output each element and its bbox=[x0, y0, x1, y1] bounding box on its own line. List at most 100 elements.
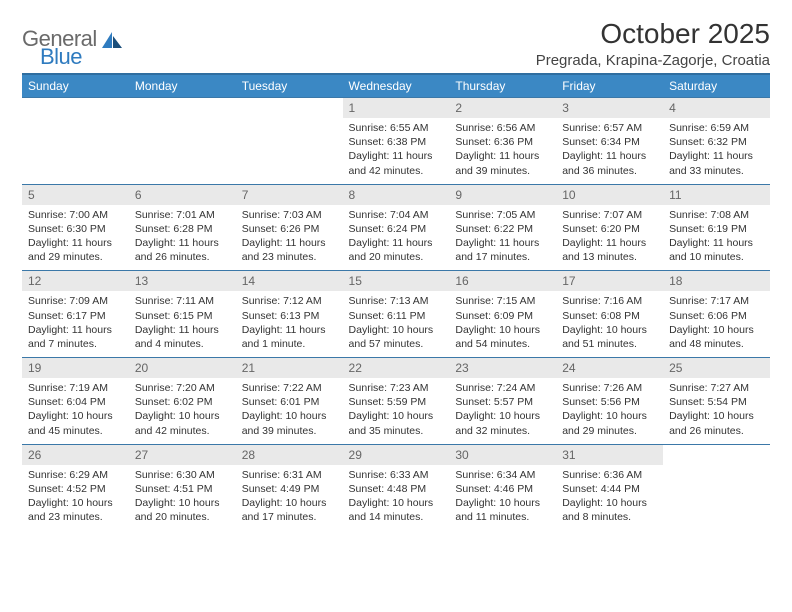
day-body-cell: Sunrise: 7:15 AMSunset: 6:09 PMDaylight:… bbox=[449, 291, 556, 357]
sunrise-text: Sunrise: 7:07 AM bbox=[562, 208, 657, 222]
day-body-cell: Sunrise: 7:22 AMSunset: 6:01 PMDaylight:… bbox=[236, 378, 343, 444]
day-number-cell bbox=[236, 98, 343, 119]
daylight-text: Daylight: 11 hours and 10 minutes. bbox=[669, 236, 764, 264]
daylight-text: Daylight: 11 hours and 39 minutes. bbox=[455, 149, 550, 177]
header-row: General Blue October 2025 Pregrada, Krap… bbox=[22, 18, 770, 69]
day-body-cell: Sunrise: 6:36 AMSunset: 4:44 PMDaylight:… bbox=[556, 465, 663, 531]
day-header: Thursday bbox=[449, 74, 556, 98]
sunset-text: Sunset: 6:28 PM bbox=[135, 222, 230, 236]
day-number-cell: 12 bbox=[22, 271, 129, 292]
day-body-cell: Sunrise: 7:27 AMSunset: 5:54 PMDaylight:… bbox=[663, 378, 770, 444]
sunrise-text: Sunrise: 7:05 AM bbox=[455, 208, 550, 222]
day-body-cell: Sunrise: 7:12 AMSunset: 6:13 PMDaylight:… bbox=[236, 291, 343, 357]
day-body-cell: Sunrise: 7:04 AMSunset: 6:24 PMDaylight:… bbox=[343, 205, 450, 271]
sunrise-text: Sunrise: 7:09 AM bbox=[28, 294, 123, 308]
sunset-text: Sunset: 6:38 PM bbox=[349, 135, 444, 149]
sunrise-text: Sunrise: 6:31 AM bbox=[242, 468, 337, 482]
day-number-cell: 14 bbox=[236, 271, 343, 292]
daylight-text: Daylight: 11 hours and 33 minutes. bbox=[669, 149, 764, 177]
sunrise-text: Sunrise: 7:26 AM bbox=[562, 381, 657, 395]
daylight-text: Daylight: 11 hours and 20 minutes. bbox=[349, 236, 444, 264]
sunset-text: Sunset: 6:13 PM bbox=[242, 309, 337, 323]
daylight-text: Daylight: 10 hours and 26 minutes. bbox=[669, 409, 764, 437]
day-body-cell: Sunrise: 7:03 AMSunset: 6:26 PMDaylight:… bbox=[236, 205, 343, 271]
day-number-cell: 10 bbox=[556, 184, 663, 205]
day-body-cell bbox=[22, 118, 129, 184]
day-number-cell: 9 bbox=[449, 184, 556, 205]
sunset-text: Sunset: 6:32 PM bbox=[669, 135, 764, 149]
logo-sail-icon bbox=[100, 30, 124, 50]
sunset-text: Sunset: 6:22 PM bbox=[455, 222, 550, 236]
day-number-row: 19202122232425 bbox=[22, 358, 770, 379]
day-body-row: Sunrise: 6:29 AMSunset: 4:52 PMDaylight:… bbox=[22, 465, 770, 531]
sunrise-text: Sunrise: 7:17 AM bbox=[669, 294, 764, 308]
day-number-row: 567891011 bbox=[22, 184, 770, 205]
logo: General Blue bbox=[22, 26, 124, 52]
day-number-cell: 18 bbox=[663, 271, 770, 292]
sunset-text: Sunset: 6:24 PM bbox=[349, 222, 444, 236]
day-body-cell: Sunrise: 7:16 AMSunset: 6:08 PMDaylight:… bbox=[556, 291, 663, 357]
day-body-cell: Sunrise: 7:19 AMSunset: 6:04 PMDaylight:… bbox=[22, 378, 129, 444]
calendar-body: 1234Sunrise: 6:55 AMSunset: 6:38 PMDayli… bbox=[22, 98, 770, 531]
day-number-cell bbox=[129, 98, 236, 119]
day-header: Tuesday bbox=[236, 74, 343, 98]
sunset-text: Sunset: 6:15 PM bbox=[135, 309, 230, 323]
daylight-text: Daylight: 11 hours and 1 minute. bbox=[242, 323, 337, 351]
daylight-text: Daylight: 10 hours and 32 minutes. bbox=[455, 409, 550, 437]
daylight-text: Daylight: 10 hours and 8 minutes. bbox=[562, 496, 657, 524]
daylight-text: Daylight: 10 hours and 57 minutes. bbox=[349, 323, 444, 351]
daylight-text: Daylight: 11 hours and 26 minutes. bbox=[135, 236, 230, 264]
day-body-row: Sunrise: 7:00 AMSunset: 6:30 PMDaylight:… bbox=[22, 205, 770, 271]
day-number-cell: 6 bbox=[129, 184, 236, 205]
daylight-text: Daylight: 11 hours and 13 minutes. bbox=[562, 236, 657, 264]
day-number-cell: 31 bbox=[556, 444, 663, 465]
day-body-cell: Sunrise: 6:57 AMSunset: 6:34 PMDaylight:… bbox=[556, 118, 663, 184]
day-body-cell: Sunrise: 7:07 AMSunset: 6:20 PMDaylight:… bbox=[556, 205, 663, 271]
day-number-cell bbox=[22, 98, 129, 119]
calendar-header: SundayMondayTuesdayWednesdayThursdayFrid… bbox=[22, 74, 770, 98]
daylight-text: Daylight: 10 hours and 23 minutes. bbox=[28, 496, 123, 524]
day-body-cell: Sunrise: 7:05 AMSunset: 6:22 PMDaylight:… bbox=[449, 205, 556, 271]
day-number-cell: 17 bbox=[556, 271, 663, 292]
daylight-text: Daylight: 10 hours and 14 minutes. bbox=[349, 496, 444, 524]
sunset-text: Sunset: 5:56 PM bbox=[562, 395, 657, 409]
sunset-text: Sunset: 6:06 PM bbox=[669, 309, 764, 323]
sunrise-text: Sunrise: 7:22 AM bbox=[242, 381, 337, 395]
day-number-cell: 24 bbox=[556, 358, 663, 379]
day-body-row: Sunrise: 7:09 AMSunset: 6:17 PMDaylight:… bbox=[22, 291, 770, 357]
day-header: Wednesday bbox=[343, 74, 450, 98]
day-body-cell: Sunrise: 7:13 AMSunset: 6:11 PMDaylight:… bbox=[343, 291, 450, 357]
daylight-text: Daylight: 11 hours and 4 minutes. bbox=[135, 323, 230, 351]
day-body-cell: Sunrise: 7:08 AMSunset: 6:19 PMDaylight:… bbox=[663, 205, 770, 271]
sunrise-text: Sunrise: 6:36 AM bbox=[562, 468, 657, 482]
sunset-text: Sunset: 6:08 PM bbox=[562, 309, 657, 323]
day-number-cell: 5 bbox=[22, 184, 129, 205]
day-number-cell: 16 bbox=[449, 271, 556, 292]
day-number-cell: 29 bbox=[343, 444, 450, 465]
sunrise-text: Sunrise: 7:11 AM bbox=[135, 294, 230, 308]
daylight-text: Daylight: 11 hours and 23 minutes. bbox=[242, 236, 337, 264]
sunrise-text: Sunrise: 7:20 AM bbox=[135, 381, 230, 395]
day-body-cell bbox=[663, 465, 770, 531]
day-number-cell: 21 bbox=[236, 358, 343, 379]
day-number-cell: 1 bbox=[343, 98, 450, 119]
day-number-cell: 11 bbox=[663, 184, 770, 205]
sunset-text: Sunset: 5:57 PM bbox=[455, 395, 550, 409]
daylight-text: Daylight: 10 hours and 35 minutes. bbox=[349, 409, 444, 437]
day-number-row: 1234 bbox=[22, 98, 770, 119]
day-body-cell: Sunrise: 7:09 AMSunset: 6:17 PMDaylight:… bbox=[22, 291, 129, 357]
day-number-cell: 8 bbox=[343, 184, 450, 205]
day-number-cell: 30 bbox=[449, 444, 556, 465]
sunset-text: Sunset: 4:52 PM bbox=[28, 482, 123, 496]
day-number-cell: 7 bbox=[236, 184, 343, 205]
daylight-text: Daylight: 10 hours and 42 minutes. bbox=[135, 409, 230, 437]
day-number-cell: 26 bbox=[22, 444, 129, 465]
sunset-text: Sunset: 4:46 PM bbox=[455, 482, 550, 496]
day-body-row: Sunrise: 6:55 AMSunset: 6:38 PMDaylight:… bbox=[22, 118, 770, 184]
daylight-text: Daylight: 11 hours and 7 minutes. bbox=[28, 323, 123, 351]
sunset-text: Sunset: 6:26 PM bbox=[242, 222, 337, 236]
sunrise-text: Sunrise: 6:30 AM bbox=[135, 468, 230, 482]
month-title: October 2025 bbox=[536, 18, 770, 50]
daylight-text: Daylight: 10 hours and 17 minutes. bbox=[242, 496, 337, 524]
daylight-text: Daylight: 10 hours and 11 minutes. bbox=[455, 496, 550, 524]
